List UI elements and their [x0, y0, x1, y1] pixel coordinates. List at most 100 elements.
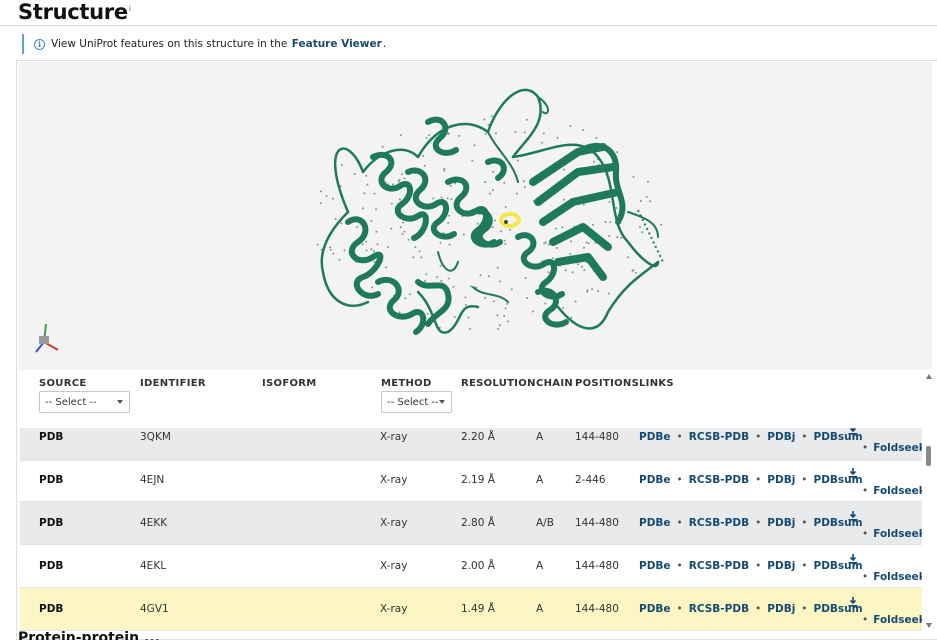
download-icon[interactable] [848, 597, 858, 607]
pdbe-link[interactable]: PDBe [639, 560, 671, 572]
table-row-4ejn[interactable]: PDB 4EJN X-ray 2.19 Å A 2-446 PDBe • RCSB-… [20, 459, 922, 502]
download-icon[interactable] [848, 428, 858, 435]
solvent-point [458, 134, 461, 137]
solvent-point [571, 271, 574, 274]
rcsb-pdb-link[interactable]: RCSB-PDB [688, 603, 750, 615]
solvent-point [595, 136, 598, 139]
pdbj-link[interactable]: PDBj [767, 431, 796, 443]
solvent-point [564, 269, 567, 272]
row-links: PDBe • RCSB-PDB • PDBj • PDBsum [639, 431, 863, 443]
download-icon[interactable] [848, 468, 858, 478]
row-resolution: 1.49 Å [461, 603, 495, 615]
solvent-point [464, 304, 467, 306]
col-header-resolution[interactable]: RESOLUTION [461, 378, 536, 389]
solvent-point [407, 238, 410, 241]
solvent-point [526, 297, 529, 299]
table-row-4ekk[interactable]: PDB 4EKK X-ray 2.80 Å A/B 144-480 PDBe • R… [20, 502, 922, 545]
download-icon[interactable] [848, 511, 858, 521]
solvent-point [488, 275, 491, 278]
info-icon: i [34, 38, 45, 50]
row-links: PDBe • RCSB-PDB • PDBj • PDBsum [639, 603, 863, 615]
solvent-point [626, 256, 629, 259]
page-title-text: Structure [18, 0, 128, 24]
solvent-point [583, 246, 585, 249]
row-links: PDBe • RCSB-PDB • PDBj • PDBsum [639, 517, 863, 529]
solvent-point [582, 129, 584, 131]
solvent-point [470, 285, 472, 288]
pdbe-link[interactable]: PDBe [639, 603, 671, 615]
rcsb-pdb-link[interactable]: RCSB-PDB [688, 517, 750, 529]
solvent-point [365, 174, 368, 177]
banner-text-end: . [382, 38, 387, 50]
link-separator: • [755, 474, 762, 486]
pdbe-link[interactable]: PDBe [639, 474, 671, 486]
solvent-point [591, 288, 594, 291]
solvent-point [616, 151, 619, 154]
solvent-point [569, 124, 572, 127]
row-positions: 144-480 [575, 517, 619, 529]
solvent-point [473, 144, 476, 147]
pdbj-link[interactable]: PDBj [767, 474, 796, 486]
solvent-point [491, 115, 494, 118]
solvent-point [498, 280, 501, 283]
solvent-point [541, 141, 544, 144]
protein-structure-render[interactable] [18, 62, 932, 370]
col-header-positions[interactable]: POSITIONS [575, 378, 640, 389]
rcsb-pdb-link[interactable]: RCSB-PDB [688, 474, 750, 486]
scroll-up-arrow-icon[interactable] [926, 374, 932, 379]
pdbe-link[interactable]: PDBe [639, 517, 671, 529]
solvent-point [329, 248, 332, 251]
solvent-point [503, 315, 506, 318]
foldseek-link[interactable]: Foldseek [873, 528, 922, 540]
page-title: Structurei [18, 0, 131, 24]
structure-3d-viewer[interactable] [18, 62, 932, 370]
solvent-point [462, 233, 465, 236]
rcsb-pdb-link[interactable]: RCSB-PDB [688, 560, 750, 572]
foldseek-link[interactable]: Foldseek [873, 485, 922, 497]
solvent-point [343, 249, 346, 252]
solvent-point [319, 202, 322, 205]
col-header-method[interactable]: METHOD [381, 378, 432, 389]
link-separator: • [801, 560, 808, 572]
method-filter-select[interactable]: -- Select -- [381, 391, 452, 413]
solvent-point [329, 246, 332, 249]
solvent-point [509, 228, 512, 231]
solvent-point [504, 205, 507, 208]
solvent-point [524, 276, 527, 279]
pdbe-link[interactable]: PDBe [639, 431, 671, 443]
foldseek-link[interactable]: Foldseek [873, 571, 922, 583]
scrollbar-thumb[interactable] [926, 446, 931, 466]
rcsb-pdb-link[interactable]: RCSB-PDB [688, 431, 750, 443]
table-row-3qkm[interactable]: PDB 3QKM X-ray 2.20 Å A 144-480 PDBe • RCS… [20, 428, 922, 459]
solvent-point [371, 286, 374, 289]
feature-viewer-link[interactable]: Feature Viewer [291, 38, 382, 50]
link-separator: • [862, 571, 869, 583]
pdbj-link[interactable]: PDBj [767, 560, 796, 572]
solvent-point [547, 271, 550, 274]
col-header-chain[interactable]: CHAIN [536, 378, 574, 389]
solvent-point [500, 230, 503, 233]
table-scrollbar[interactable] [924, 370, 934, 632]
foldseek-link[interactable]: Foldseek [873, 442, 922, 454]
solvent-point [543, 242, 546, 245]
solvent-point [597, 290, 600, 293]
table-row-4ekl[interactable]: PDB 4EKL X-ray 2.00 Å A 144-480 PDBe • RCS… [20, 545, 922, 588]
download-icon[interactable] [848, 554, 858, 564]
source-filter-select[interactable]: -- Select -- [39, 391, 130, 413]
solvent-point [587, 242, 590, 245]
col-header-isoform[interactable]: ISOFORM [262, 378, 317, 389]
pdbj-link[interactable]: PDBj [767, 517, 796, 529]
table-row-4gv1[interactable]: PDB 4GV1 X-ray 1.49 Å A 144-480 PDBe • RCS… [20, 588, 922, 631]
row-source: PDB [39, 474, 64, 486]
scroll-down-arrow-icon[interactable] [926, 623, 932, 628]
link-separator: • [862, 528, 869, 540]
foldseek-link[interactable]: Foldseek [873, 614, 922, 626]
col-header-identifier[interactable]: IDENTIFIER [140, 378, 206, 389]
title-info-marker[interactable]: i [128, 5, 131, 13]
solvent-point [506, 302, 509, 305]
solvent-point [370, 220, 373, 222]
pdbj-link[interactable]: PDBj [767, 603, 796, 615]
solvent-point [615, 207, 618, 209]
col-header-source[interactable]: SOURCE [39, 378, 87, 389]
link-separator: • [755, 431, 762, 443]
